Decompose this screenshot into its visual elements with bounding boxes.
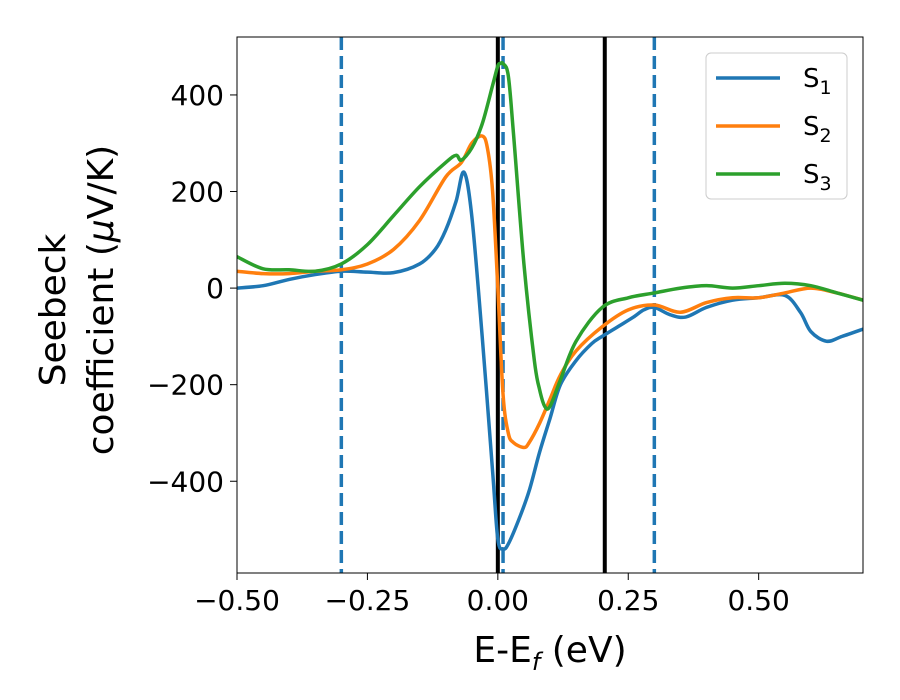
- series-line-s3: [237, 60, 863, 411]
- y-tick-label: −400: [147, 465, 224, 498]
- series-line-s1: [237, 170, 863, 551]
- legend-label-s3: S3: [803, 160, 832, 195]
- x-tick-label: −0.25: [325, 584, 411, 617]
- x-tick-label: 0.25: [597, 584, 659, 617]
- legend: S1 S2 S3: [705, 52, 848, 200]
- y-tick-label: 200: [171, 176, 224, 209]
- x-axis-label: E-Ef (eV): [473, 630, 626, 676]
- x-tick-label: −0.50: [194, 584, 280, 617]
- series-line-s2: [237, 134, 863, 450]
- legend-label-s2: S2: [803, 112, 832, 147]
- legend-label-s1: S1: [803, 64, 832, 99]
- x-axis-ticks: −0.50 −0.25 0.00 0.25 0.50: [194, 573, 790, 617]
- series-layer: [237, 60, 863, 551]
- y-tick-label: −200: [147, 369, 224, 402]
- y-axis-label-line1: Seebeck: [33, 233, 74, 386]
- y-axis-ticks: −400 −200 0 200 400: [147, 79, 237, 498]
- plot-frame: [236, 36, 864, 574]
- x-tick-label: 0.00: [467, 584, 529, 617]
- y-axis-label-line2: coefficient (μV/K): [81, 145, 122, 455]
- x-tick-label: 0.50: [727, 584, 789, 617]
- y-tick-label: 0: [206, 272, 224, 305]
- y-tick-label: 400: [171, 79, 224, 112]
